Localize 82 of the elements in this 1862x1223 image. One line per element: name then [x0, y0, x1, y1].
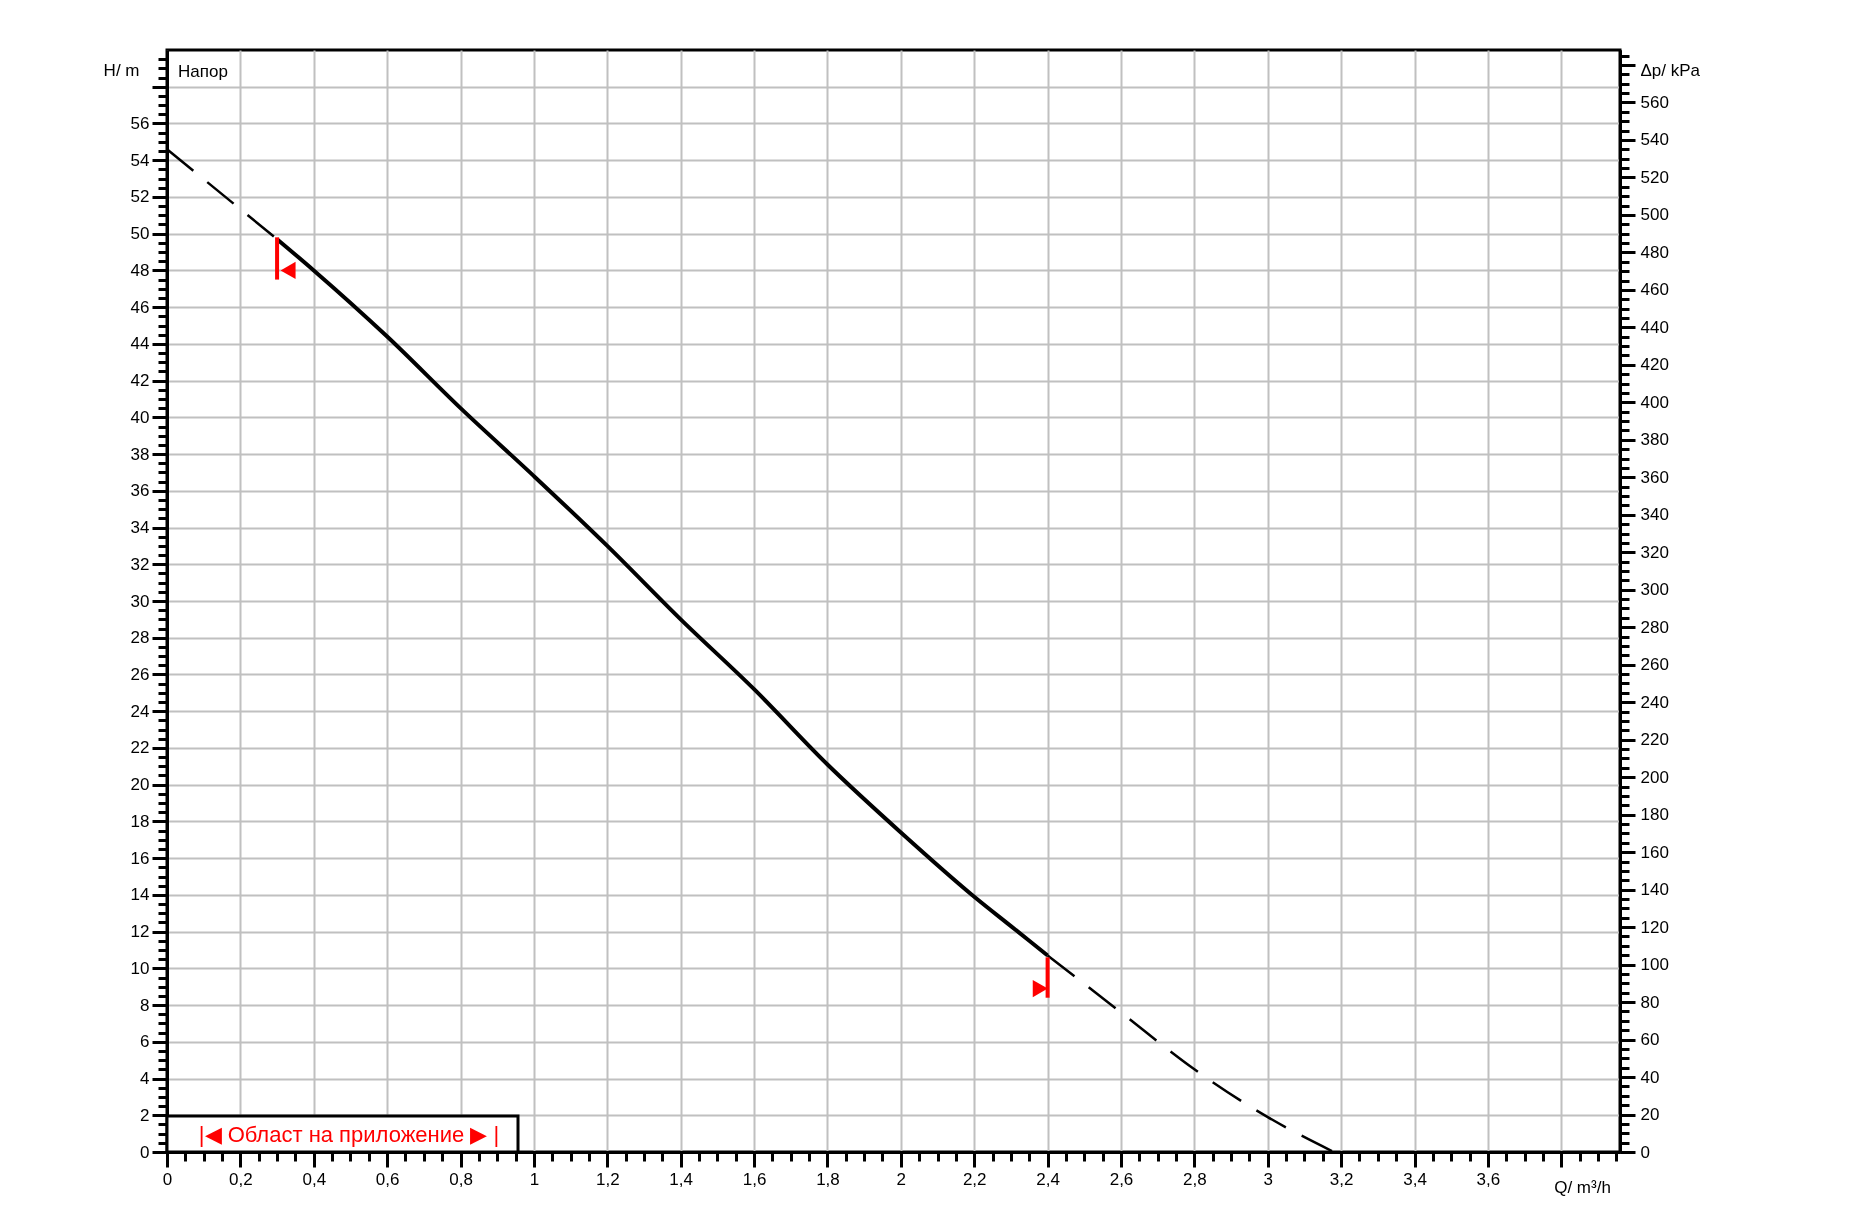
- y-tick-label: 54: [130, 150, 150, 170]
- y-tick-label: 6: [140, 1032, 150, 1052]
- y-tick-label: 0: [140, 1142, 150, 1162]
- x-tick-label: 1,4: [669, 1169, 694, 1189]
- x-tick-label: 2: [896, 1169, 907, 1189]
- y2-tick-label: 80: [1640, 992, 1660, 1012]
- y2-tick-label: 220: [1640, 730, 1669, 750]
- y2-tick-label: 40: [1640, 1067, 1660, 1087]
- y2-tick-label: 160: [1640, 842, 1669, 862]
- y-tick-label: 26: [130, 664, 150, 684]
- y-tick-label: 12: [130, 922, 150, 942]
- y-tick-label: 24: [130, 701, 150, 721]
- y2-tick-label: 420: [1640, 355, 1669, 375]
- annotation: |◀ Област на приложение ▶ |: [198, 1122, 500, 1147]
- y-tick-label: 32: [130, 554, 150, 574]
- x-tick-label: 1,2: [595, 1169, 620, 1189]
- x-tick-label: 3,6: [1476, 1169, 1501, 1189]
- x-tick-label: 2,8: [1183, 1169, 1207, 1189]
- y-tick-label: 48: [130, 260, 150, 280]
- y-tick-label: 14: [130, 885, 150, 905]
- y-tick-label: 22: [130, 738, 150, 758]
- y2-tick-label: 340: [1640, 505, 1669, 525]
- y2-tick-label: 520: [1640, 167, 1669, 187]
- y2-tick-label: 60: [1640, 1030, 1660, 1050]
- y2-tick-label: 240: [1640, 692, 1669, 712]
- y2-tick-label: 380: [1640, 430, 1669, 450]
- y2-tick-label: 100: [1640, 955, 1669, 975]
- y-axis-title: H/ m: [103, 60, 140, 80]
- y-tick-label: 36: [130, 481, 150, 501]
- x-tick-label: 2,6: [1109, 1169, 1134, 1189]
- y-tick-label: 34: [130, 518, 150, 538]
- y-tick-label: 8: [140, 995, 150, 1015]
- y2-tick-label: 320: [1640, 542, 1669, 562]
- y-tick-label: 40: [130, 407, 150, 427]
- y-tick-label: 20: [130, 775, 150, 795]
- y-tick-label: 52: [130, 187, 150, 207]
- y2-tick-label: 440: [1640, 317, 1669, 337]
- annotation: Напор: [178, 62, 228, 81]
- x-tick-label: 0,2: [229, 1169, 253, 1189]
- y2-tick-label: 20: [1640, 1105, 1660, 1125]
- y-tick-label: 16: [130, 848, 150, 868]
- y-tick-label: 28: [130, 628, 150, 648]
- y2-tick-label: 120: [1640, 917, 1669, 937]
- y-tick-label: 30: [130, 591, 150, 611]
- y2-tick-label: 460: [1640, 280, 1669, 300]
- y-tick-label: 2: [140, 1105, 150, 1125]
- y-tick-label: 18: [130, 811, 150, 831]
- y-tick-label: 4: [140, 1069, 150, 1089]
- y2-tick-label: 500: [1640, 205, 1669, 225]
- x-tick-label: 3,2: [1329, 1169, 1354, 1189]
- y2-tick-label: 140: [1640, 880, 1669, 900]
- x-tick-label: 3: [1263, 1169, 1273, 1189]
- x-tick-label: 1,6: [742, 1169, 767, 1189]
- y2-axis-title: Δp/ kPa: [1640, 60, 1701, 80]
- y2-tick-label: 560: [1640, 92, 1669, 112]
- y2-tick-label: 180: [1640, 805, 1669, 825]
- y2-tick-label: 300: [1640, 580, 1669, 600]
- y-tick-label: 50: [130, 224, 150, 244]
- x-tick-label: 2,4: [1036, 1169, 1060, 1189]
- x-tick-label: 0,8: [449, 1169, 473, 1189]
- x-axis-title: Q/ m³/h: [1554, 1177, 1611, 1197]
- y-tick-label: 10: [130, 958, 150, 978]
- y-tick-label: 56: [130, 113, 150, 133]
- y2-tick-label: 200: [1640, 767, 1669, 787]
- y-tick-label: 42: [130, 371, 150, 391]
- y-tick-label: 38: [130, 444, 150, 464]
- y2-tick-label: 0: [1640, 1142, 1650, 1162]
- y-tick-label: 46: [130, 297, 150, 317]
- y2-tick-label: 280: [1640, 617, 1669, 637]
- y-tick-label: 44: [130, 334, 150, 354]
- y2-tick-label: 540: [1640, 130, 1669, 150]
- x-tick-label: 0: [162, 1169, 173, 1189]
- x-tick-label: 0,4: [302, 1169, 327, 1189]
- y2-tick-label: 400: [1640, 392, 1669, 412]
- y2-tick-label: 360: [1640, 467, 1669, 487]
- y2-tick-label: 480: [1640, 242, 1669, 262]
- x-tick-label: 1,8: [816, 1169, 840, 1189]
- x-tick-label: 0,6: [375, 1169, 400, 1189]
- x-tick-label: 2,2: [962, 1169, 987, 1189]
- y2-tick-label: 260: [1640, 655, 1669, 675]
- x-tick-label: 1: [529, 1169, 540, 1189]
- x-tick-label: 3,4: [1403, 1169, 1427, 1189]
